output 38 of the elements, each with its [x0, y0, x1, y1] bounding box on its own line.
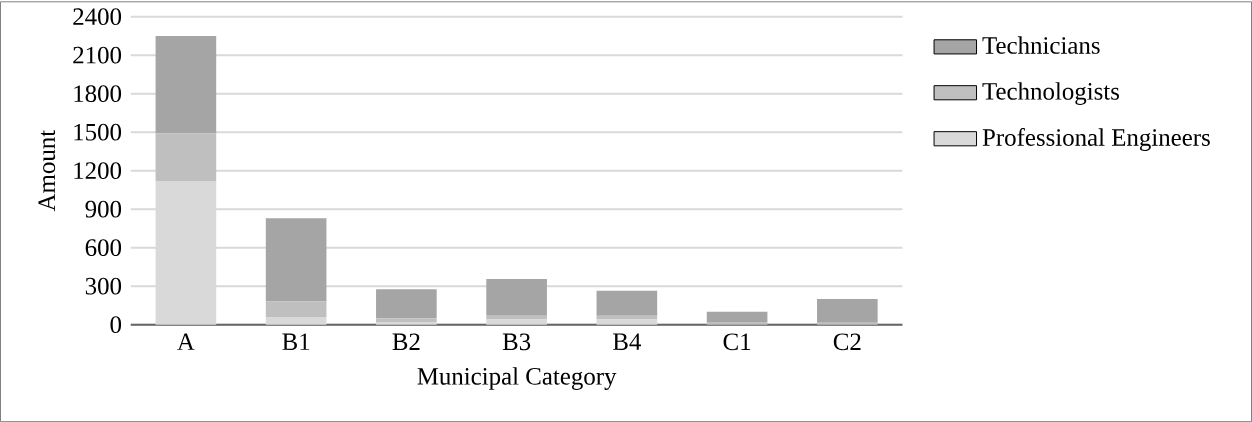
legend-label: Professional Engineers	[982, 128, 1210, 151]
bar	[596, 290, 658, 316]
bar	[486, 319, 547, 325]
y-tick-label: 1500	[74, 123, 122, 141]
x-tick-label: C2	[833, 333, 861, 351]
y-axis-title: Amount	[38, 129, 56, 212]
y-tick-label: 2100	[73, 46, 122, 64]
y-tick-label: 1800	[74, 85, 122, 102]
bar	[596, 315, 658, 320]
bar	[376, 322, 437, 325]
bar	[817, 298, 878, 323]
y-tick-label: 300	[85, 277, 122, 295]
bar	[265, 218, 327, 302]
x-tick-label: A	[177, 333, 195, 350]
y-tick-label: 1200	[74, 162, 122, 179]
bar	[376, 289, 437, 319]
x-tick-label: B4	[613, 333, 641, 350]
bar	[486, 315, 547, 320]
legend-label: Technicians	[982, 36, 1100, 54]
bar	[376, 318, 437, 323]
y-tick-label: 2400	[73, 8, 122, 25]
y-tick-label: 0	[110, 316, 122, 333]
x-tick-label: B3	[502, 333, 531, 351]
x-axis-title: Municipal Category	[417, 367, 617, 390]
bar	[706, 311, 768, 323]
x-tick-label: B1	[282, 333, 310, 350]
bar	[155, 35, 217, 134]
x-tick-label: B2	[392, 333, 420, 350]
bar	[706, 322, 768, 325]
bar	[596, 319, 658, 325]
x-tick-label: C1	[723, 333, 751, 351]
bar	[155, 133, 217, 181]
bar	[486, 279, 547, 316]
y-tick-label: 600	[85, 239, 122, 256]
legend-label: Technologists	[982, 82, 1120, 105]
bar	[265, 301, 327, 317]
y-tick-label: 900	[85, 200, 122, 218]
bar	[265, 316, 327, 325]
